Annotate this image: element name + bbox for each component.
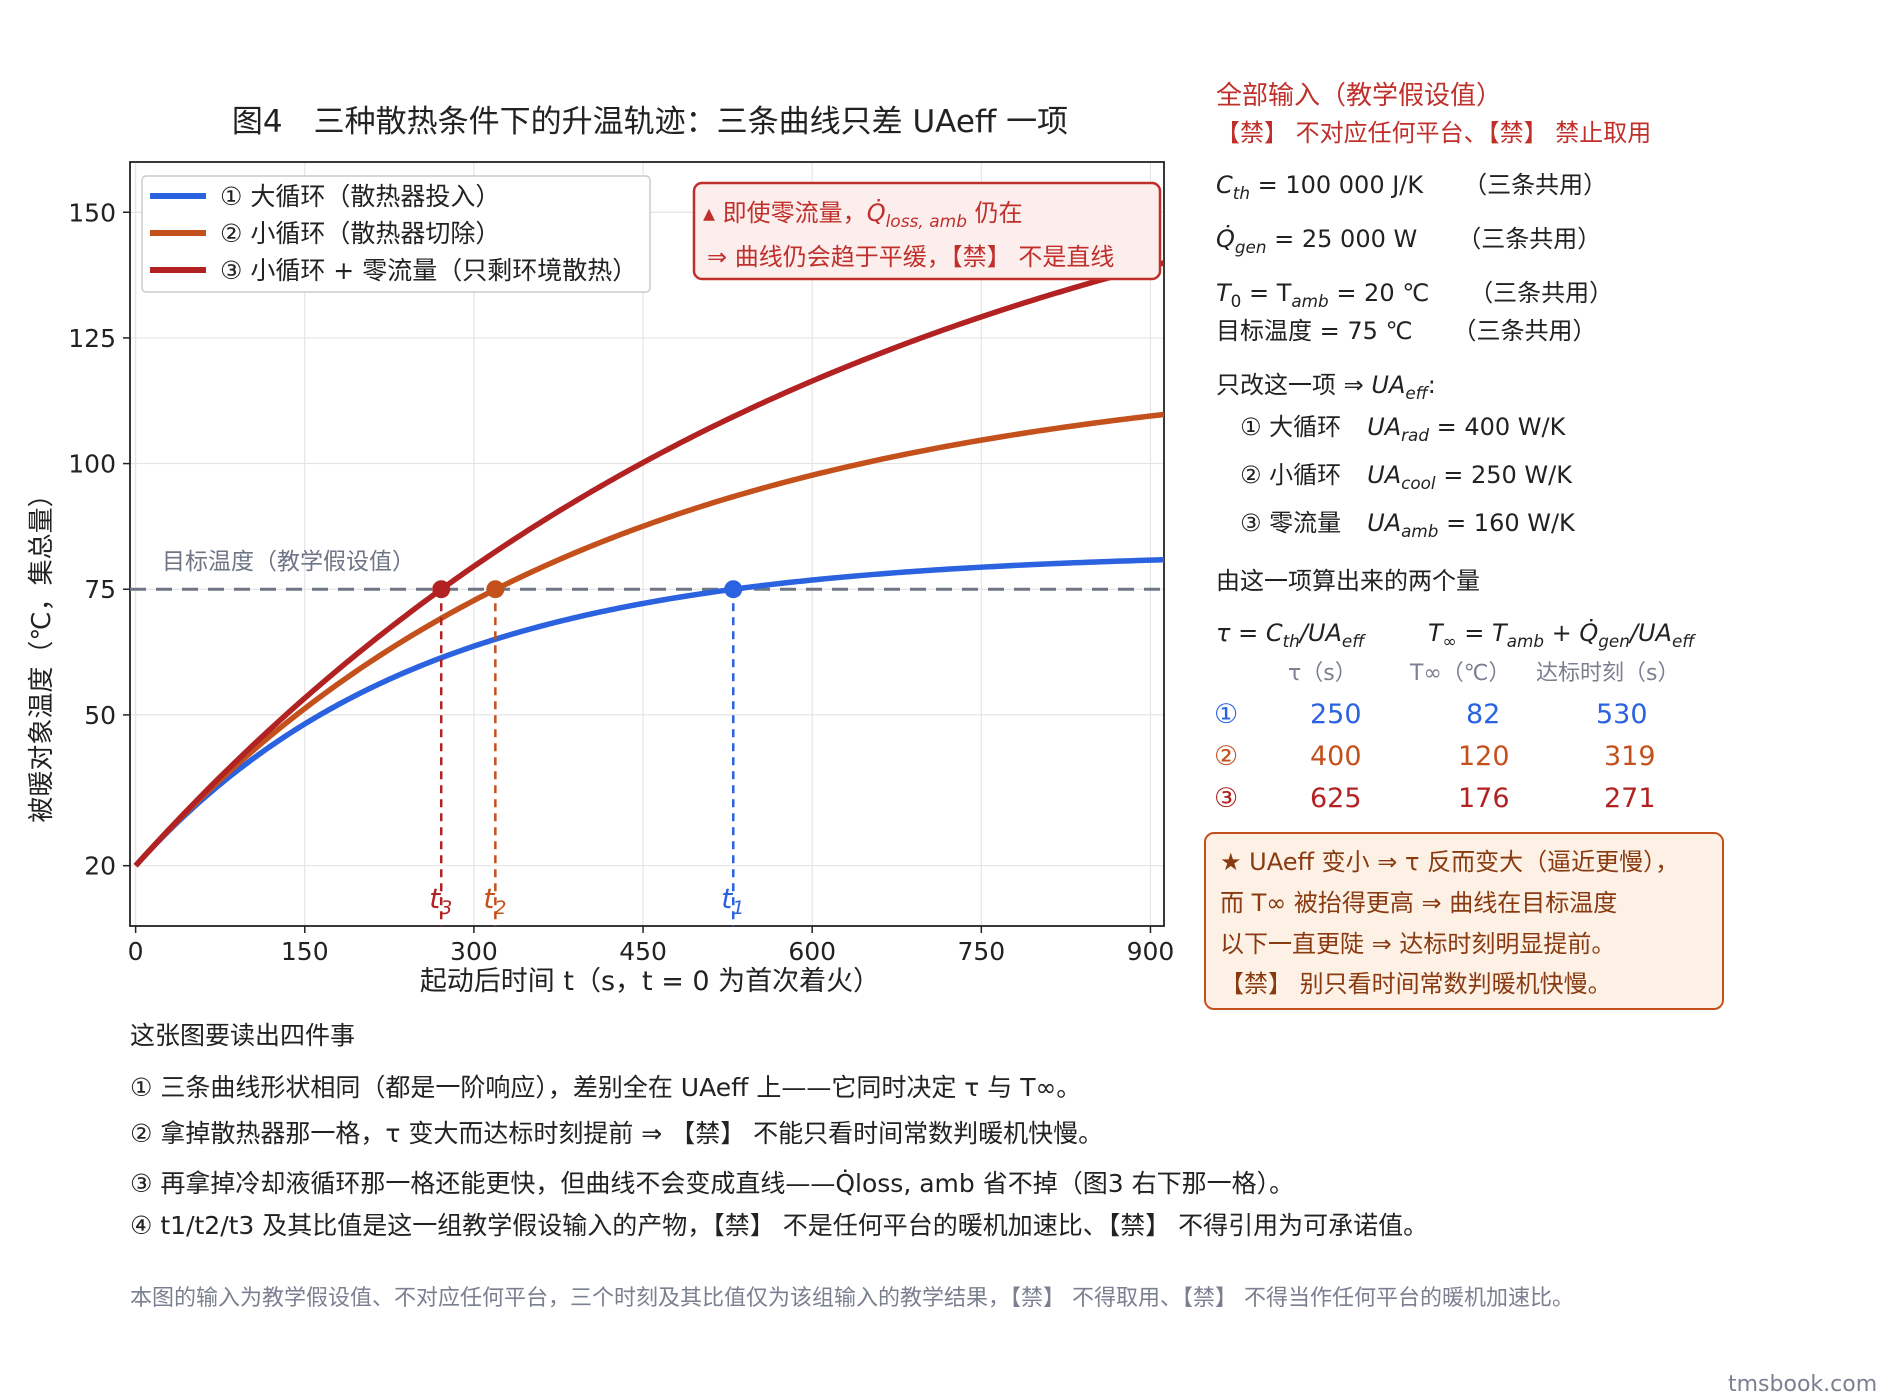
table-row-3-t: 271 bbox=[1604, 783, 1656, 814]
marker-label-t3: t3 bbox=[429, 882, 452, 919]
series-line-2 bbox=[133, 411, 1164, 868]
formula-tau: τ = Cth/UAeff bbox=[1216, 619, 1365, 651]
table-row-2-t: 319 bbox=[1604, 741, 1656, 772]
insight-line-3: 以下一直更陡 ⇒ 达标时刻明显提前。 bbox=[1220, 929, 1616, 958]
table-row-1-tau: 250 bbox=[1310, 699, 1362, 730]
reading-item-3: ③ 再拿掉冷却液循环那一格还能更快，但曲线不会变成直线——Q̇loss, amb… bbox=[130, 1169, 1295, 1198]
legend: ① 大循环（散热器投入） ② 小循环（散热器切除） ③ 小循环 + 零流量（只剩… bbox=[141, 175, 651, 293]
table-row-1-t: 530 bbox=[1596, 699, 1648, 730]
chart-note-line2: ⇒ 曲线仍会趋于平缓，【禁】 不是直线 bbox=[707, 243, 1114, 271]
y-tick-label-0: 20 bbox=[84, 852, 116, 881]
y-tick-label-5: 150 bbox=[68, 198, 116, 227]
x-tick-label-1: 150 bbox=[281, 937, 329, 966]
table-row-3-label: ③ bbox=[1214, 783, 1239, 814]
insight-box: ★ UAeff 变小 ⇒ τ 反而变大（逼近更慢）， 而 T∞ 被抬得更高 ⇒ … bbox=[1204, 832, 1724, 1010]
table-header-tau: τ（s） bbox=[1288, 661, 1357, 686]
table-row-2-tau: 400 bbox=[1310, 741, 1362, 772]
table-row-2-tinf: 120 bbox=[1458, 741, 1510, 772]
series-line-3 bbox=[133, 260, 1164, 868]
input-t0: T0 = Tamb = 20 ℃ （三条共用） bbox=[1216, 279, 1614, 311]
x-tick-label-2: 300 bbox=[450, 937, 498, 966]
legend-entry-1: ① 大循环（散热器投入） bbox=[220, 182, 500, 211]
watermark: tmsbook.com bbox=[1728, 1372, 1878, 1397]
x-tick-label-5: 750 bbox=[957, 937, 1005, 966]
table-row-1-tinf: 82 bbox=[1466, 699, 1501, 730]
panel-warning: 【禁】 不对应任何平台、【禁】 禁止取用 bbox=[1216, 119, 1652, 147]
x-axis-label: 起动后时间 t（s，t = 0 为首次着火） bbox=[420, 966, 880, 997]
y-tick-label-4: 125 bbox=[68, 324, 116, 353]
marker-point-t3 bbox=[432, 580, 451, 599]
marker-point-t1 bbox=[724, 580, 743, 599]
only-change: 只改这一项 ⇒ UAeff: bbox=[1216, 371, 1436, 403]
series-line-1 bbox=[133, 556, 1164, 868]
x-tick-label-0: 0 bbox=[128, 937, 144, 966]
marker-label-t1: t1 bbox=[721, 882, 744, 919]
chart-note: ▴ 即使零流量，Q̇loss, amb 仍在 ⇒ 曲线仍会趋于平缓，【禁】 不是… bbox=[692, 181, 1162, 281]
table-row-3-tau: 625 bbox=[1310, 783, 1362, 814]
chart-note-line1: ▴ 即使零流量，Q̇loss, amb 仍在 bbox=[703, 199, 1023, 232]
table-row-2-label: ② bbox=[1214, 741, 1239, 772]
legend-entry-2: ② 小循环（散热器切除） bbox=[220, 219, 500, 248]
case-1: ① 大循环 UArad = 400 W/K bbox=[1240, 413, 1566, 445]
chart-title: 图4 三种散热条件下的升温轨迹：三条曲线只差 UAeff 一项 bbox=[232, 104, 1068, 140]
table-header-tinf: T∞（℃） bbox=[1410, 661, 1511, 686]
x-tick-label-4: 600 bbox=[788, 937, 836, 966]
reading-item-4: ④ t1/t2/t3 及其比值是这一组教学假设输入的产物，【禁】 不是任何平台的… bbox=[130, 1211, 1429, 1240]
target-line: 目标温度 = 75 ℃ （三条共用） bbox=[1216, 317, 1597, 345]
y-tick-label-2: 75 bbox=[84, 575, 116, 604]
marker-point-t2 bbox=[486, 580, 505, 599]
target-label: 目标温度（教学假设值） bbox=[162, 549, 415, 575]
footnote: 本图的输入为教学假设值、不对应任何平台，三个时刻及其比值仅为该组输入的教学结果，… bbox=[130, 1286, 1574, 1311]
input-cth: Cth = 100 000 J/K （三条共用） bbox=[1216, 171, 1608, 203]
x-tick-label-3: 450 bbox=[619, 937, 667, 966]
y-tick-label-1: 50 bbox=[84, 701, 116, 730]
input-qgen: Q̇gen = 25 000 W （三条共用） bbox=[1216, 225, 1602, 257]
legend-entry-3: ③ 小循环 + 零流量（只剩环境散热） bbox=[220, 256, 637, 285]
y-tick-label-3: 100 bbox=[68, 450, 116, 479]
plot-frame bbox=[129, 161, 1165, 927]
panel-title: 全部输入（教学假设值） bbox=[1216, 81, 1503, 111]
insight-line-1: ★ UAeff 变小 ⇒ τ 反而变大（逼近更慢）， bbox=[1220, 848, 1680, 876]
table-header-t: 达标时刻（s） bbox=[1536, 661, 1680, 686]
formula-tinf: T∞ = Tamb + Q̇gen/UAeff bbox=[1428, 619, 1695, 651]
x-tick-label-6: 900 bbox=[1127, 937, 1175, 966]
case-3: ③ 零流量 UAamb = 160 W/K bbox=[1240, 509, 1575, 541]
insight-line-2: 而 T∞ 被抬得更高 ⇒ 曲线在目标温度 bbox=[1220, 888, 1618, 917]
case-2: ② 小循环 UAcool = 250 W/K bbox=[1240, 461, 1572, 493]
reading-item-1: ① 三条曲线形状相同（都是一阶响应），差别全在 UAeff 上——它同时决定 τ… bbox=[130, 1073, 1082, 1102]
insight-line-4: 【禁】 别只看时间常数判暖机快慢。 bbox=[1220, 970, 1612, 999]
table-row-1-label: ① bbox=[1214, 699, 1239, 730]
reading-item-2: ② 拿掉散热器那一格，τ 变大而达标时刻提前 ⇒ 【禁】 不能只看时间常数判暖机… bbox=[130, 1119, 1104, 1148]
marker-label-t2: t2 bbox=[483, 882, 506, 919]
y-axis-label: 被暖对象温度（℃，集总量） bbox=[27, 481, 57, 822]
reading-title: 这张图要读出四件事 bbox=[130, 1021, 356, 1050]
table-row-3-tinf: 176 bbox=[1458, 783, 1510, 814]
derived-title: 由这一项算出来的两个量 bbox=[1216, 567, 1480, 595]
